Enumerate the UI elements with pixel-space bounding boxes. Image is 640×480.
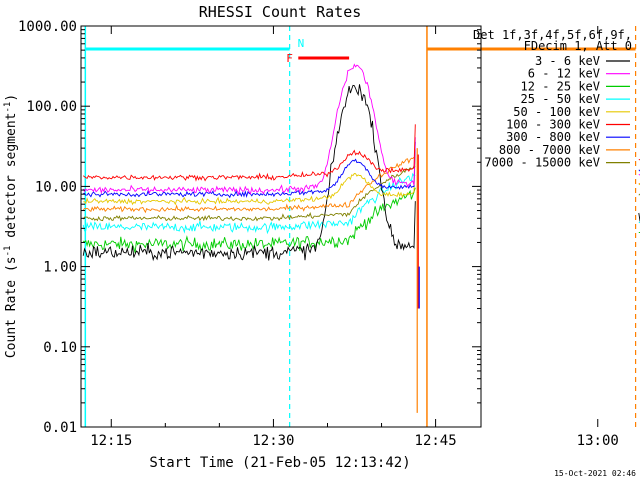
series-line-6-segment-1 (83, 141, 416, 199)
legend-label-4: 50 - 100 keV (513, 105, 600, 119)
chart-title: RHESSI Count Rates (199, 3, 362, 21)
legend-label-2: 12 - 25 keV (521, 79, 600, 93)
footer-timestamp: 15-Oct-2021 02:46 (554, 469, 636, 478)
y-axis-label-sup1: -1 (3, 246, 13, 257)
plot-frame (80, 25, 482, 428)
annotation-label-1: F (286, 52, 293, 65)
y-tick-label-1: 100.00 (26, 99, 77, 115)
series-line-1-segment-1 (82, 63, 416, 196)
legend-label-0: 3 - 6 keV (535, 54, 600, 68)
legend-header-line-1: Det 1f,3f,4f,5f,6f,9f, (473, 28, 632, 42)
legend-label-8: 7000 - 15000 keV (484, 156, 600, 170)
y-tick-label-4: 0.10 (43, 340, 77, 356)
y-tick-label-0: 1000.00 (18, 19, 77, 35)
legend-label-3: 25 - 50 keV (521, 92, 600, 106)
x-tick-label-3: 13:00 (577, 433, 619, 449)
series-line-5-segment-1 (82, 124, 416, 182)
series-line-8-segment-1 (82, 165, 416, 222)
y-axis-label-end: ) (4, 94, 19, 102)
y-axis-label: Count Rate (s-1 detector segment-1) (3, 94, 19, 358)
series-line-3-segment-1 (82, 172, 416, 235)
annotation-label-0: N (298, 37, 305, 50)
legend-label-7: 800 - 7000 keV (499, 143, 600, 157)
series-line-0-segment-1 (82, 84, 416, 262)
x-tick-label-2: 12:45 (415, 433, 457, 449)
legend-label-6: 300 - 800 keV (506, 130, 600, 144)
y-axis: 1000.00 100.00 10.00 1.00 0.10 0.01 (18, 19, 481, 436)
series-line-2-segment-1 (82, 187, 416, 253)
y-tick-label-3: 1.00 (43, 260, 77, 276)
legend-label-1: 6 - 12 keV (528, 67, 600, 81)
series-line-4-segment-1 (83, 149, 416, 206)
legend: Det 1f,3f,4f,5f,6f,9f, FDecim 1, Att 0 3… (473, 28, 632, 170)
y-axis-label-tail: detector segment (4, 113, 19, 246)
y-tick-label-5: 0.01 (43, 420, 77, 436)
legend-label-5: 100 - 300 keV (506, 118, 600, 132)
x-tick-label-1: 12:30 (252, 433, 294, 449)
x-axis-label: Start Time (21-Feb-05 12:13:42) (149, 455, 410, 471)
series-layer (82, 63, 640, 413)
y-tick-label-2: 10.00 (35, 179, 77, 195)
annotation-layer: NFS (84, 26, 637, 427)
x-tick-label-0: 12:15 (90, 433, 132, 449)
y-axis-label-main: Count Rate (s (4, 256, 19, 358)
series-line-7-segment-1 (82, 156, 416, 214)
y-axis-label-sup2: -1 (3, 102, 13, 113)
legend-header-line-2: FDecim 1, Att 0 (524, 39, 632, 53)
